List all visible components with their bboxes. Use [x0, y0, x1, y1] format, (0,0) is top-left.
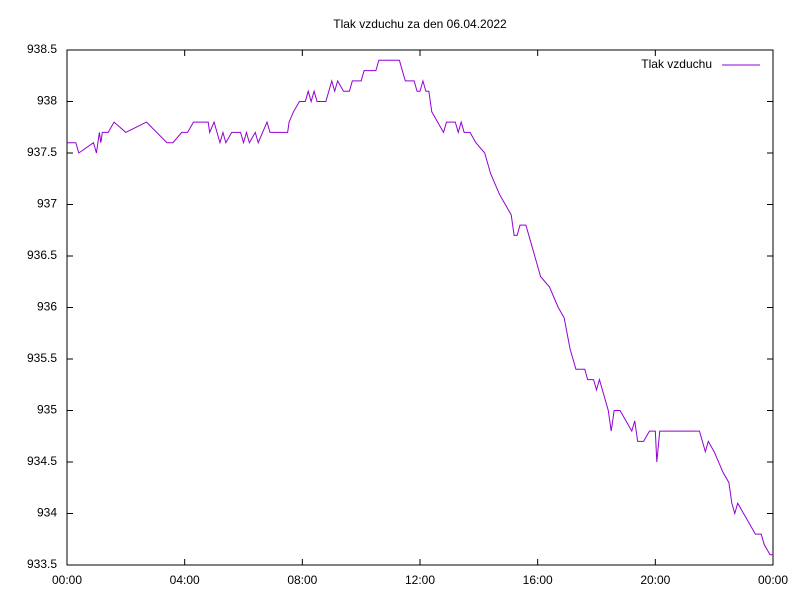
legend-label: Tlak vzduchu: [641, 57, 712, 71]
y-tick-label: 934.5: [27, 454, 57, 468]
x-tick-label: 20:00: [640, 573, 670, 587]
y-tick-label: 936: [37, 300, 57, 314]
y-tick-label: 938.5: [27, 42, 57, 56]
y-tick-label: 934: [37, 506, 57, 520]
y-tick-label: 937: [37, 197, 57, 211]
y-tick-label: 935: [37, 403, 57, 417]
x-tick-label: 08:00: [287, 573, 317, 587]
line-series: [67, 59, 773, 556]
x-tick-label: 12:00: [405, 573, 435, 587]
x-tick-label: 00:00: [758, 573, 788, 587]
x-tick-label: 04:00: [170, 573, 200, 587]
y-tick-label: 936.5: [27, 248, 57, 262]
y-tick-label: 935.5: [27, 351, 57, 365]
plot-border: [66, 49, 774, 566]
x-tick-label: 16:00: [523, 573, 553, 587]
chart-title: Tlak vzduchu za den 06.04.2022: [333, 17, 507, 31]
y-tick-label: 937.5: [27, 145, 57, 159]
x-tick-label: 00:00: [52, 573, 82, 587]
y-tick-label: 938: [37, 94, 57, 108]
y-tick-label: 933.5: [27, 557, 57, 571]
